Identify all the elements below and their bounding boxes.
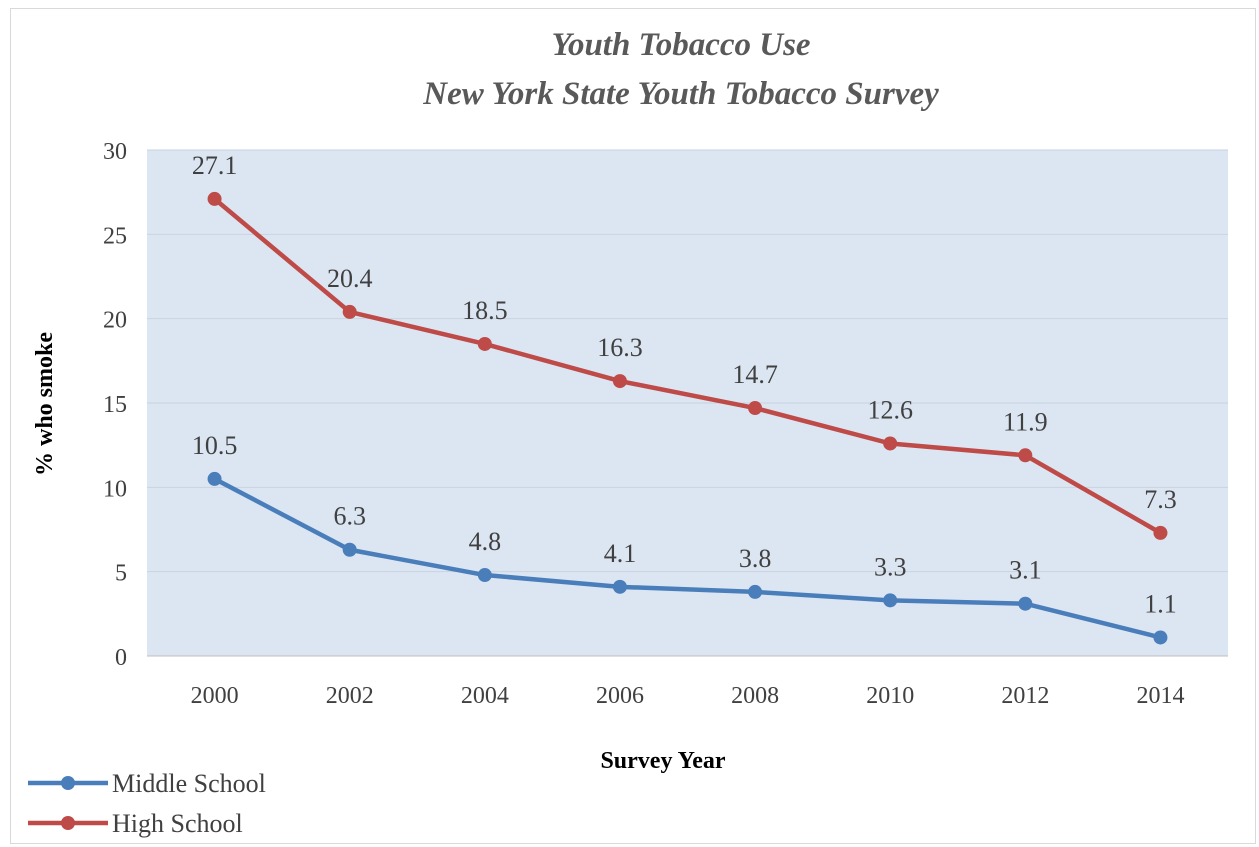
chart-title: Youth Tobacco Use	[551, 27, 810, 63]
y-tick-label: 30	[103, 139, 127, 165]
data-point	[207, 191, 222, 206]
series-line-1	[212, 196, 1163, 536]
y-tick-label: 10	[103, 476, 127, 502]
data-point	[883, 593, 898, 608]
data-point	[612, 579, 627, 594]
data-point	[477, 336, 492, 351]
legend: Middle School High School	[28, 769, 266, 838]
data-label: 3.3	[874, 552, 907, 581]
x-tick-label: 2012	[1001, 683, 1049, 709]
data-label: 27.1	[192, 151, 238, 180]
data-label: 14.7	[732, 360, 778, 389]
data-point	[612, 374, 627, 389]
legend-label: Middle School	[112, 769, 266, 798]
y-tick-label: 5	[115, 561, 127, 587]
data-label: 20.4	[327, 264, 373, 293]
x-tick-label: 2006	[596, 683, 644, 709]
y-tick-label: 0	[115, 645, 127, 671]
x-tick-label: 2000	[191, 683, 239, 709]
y-tick-label: 20	[103, 308, 127, 334]
data-label: 1.1	[1144, 589, 1177, 618]
data-point	[883, 436, 898, 451]
x-tick-label: 2010	[866, 683, 914, 709]
data-point	[477, 568, 492, 583]
data-label: 6.3	[333, 502, 366, 531]
y-tick-label: 15	[103, 392, 127, 418]
data-point	[1153, 630, 1168, 645]
data-point	[1153, 525, 1168, 540]
data-point	[748, 401, 763, 416]
data-point	[342, 542, 357, 557]
chart-subtitle: New York State Youth Tobacco Survey	[422, 76, 939, 112]
x-tick-label: 2008	[731, 683, 779, 709]
data-label: 18.5	[462, 296, 508, 325]
legend-swatch-marker	[61, 776, 75, 790]
data-point	[1018, 596, 1033, 611]
data-label: 4.1	[604, 539, 637, 568]
data-label: 3.1	[1009, 556, 1042, 585]
x-tick-label: 2002	[326, 683, 374, 709]
data-label: 16.3	[597, 333, 643, 362]
data-label: 12.6	[867, 395, 913, 424]
legend-label: High School	[112, 809, 243, 838]
y-axis-label: % who smoke	[32, 332, 58, 476]
data-label: 11.9	[1003, 407, 1048, 436]
data-label: 4.8	[469, 527, 502, 556]
data-point	[748, 584, 763, 599]
x-tick-label: 2004	[461, 683, 509, 709]
y-tick-label: 25	[103, 223, 127, 249]
data-label: 3.8	[739, 544, 772, 573]
data-label: 7.3	[1144, 485, 1177, 514]
data-point	[1018, 448, 1033, 463]
legend-swatch-marker	[61, 816, 75, 830]
x-axis-label: Survey Year	[600, 748, 725, 774]
series-line-0	[212, 476, 1163, 640]
x-tick-label: 2014	[1136, 683, 1184, 709]
data-label: 10.5	[192, 431, 238, 460]
data-point	[342, 304, 357, 319]
data-point	[207, 471, 222, 486]
